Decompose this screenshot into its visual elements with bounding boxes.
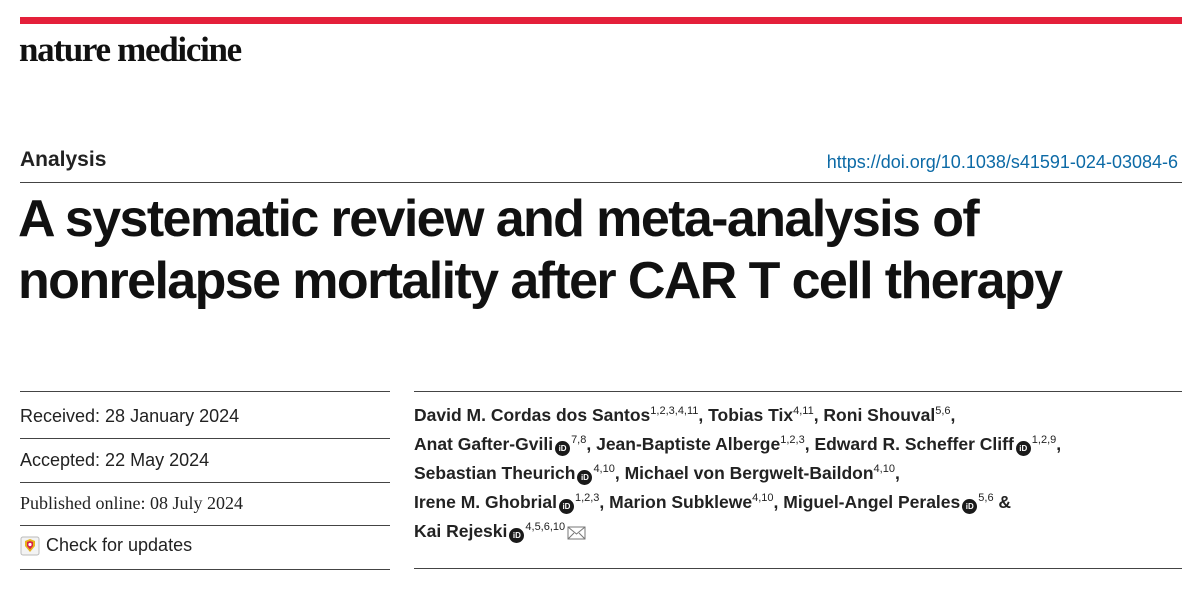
author-separator: & [993, 492, 1012, 512]
author-line: Irene M. Ghobrial iD1,2,3, Marion Subklew… [414, 488, 1194, 517]
author-name[interactable]: David M. Cordas dos Santos [414, 405, 651, 425]
author-name[interactable]: Miguel-Angel Perales [783, 492, 961, 512]
check-updates-icon [20, 536, 40, 555]
author-affiliation[interactable]: 7,8 [571, 434, 587, 446]
orcid-icon[interactable]: iD [962, 499, 978, 514]
author-name[interactable]: Edward R. Scheffer Cliff [814, 434, 1014, 454]
author-separator: , [698, 405, 709, 425]
dates-divider-bottom [20, 569, 390, 570]
author-separator: , [894, 463, 900, 483]
article-title-line-2: nonrelapse mortality after CAR T cell th… [18, 252, 1063, 310]
author-separator: , [586, 434, 597, 454]
author-affiliation[interactable]: 1,2,3 [574, 492, 600, 504]
received-date: Received: 28 January 2024 [20, 406, 240, 426]
author-name[interactable]: Marion Subklewe [609, 492, 753, 512]
article-type: Analysis [20, 148, 107, 171]
author-affiliation[interactable]: 4,10 [873, 463, 895, 475]
check-updates-button[interactable]: Check for updates [20, 535, 192, 556]
authors-divider-top [414, 391, 1182, 392]
author-name[interactable]: Roni Shouval [823, 405, 936, 425]
journal-name[interactable]: nature medicine [19, 30, 242, 69]
orcid-icon[interactable]: iD [509, 528, 525, 543]
author-affiliation[interactable]: 4,11 [793, 405, 814, 417]
orcid-icon[interactable]: iD [1015, 441, 1031, 456]
orcid-icon[interactable]: iD [558, 499, 574, 514]
doi-link[interactable]: https://doi.org/10.1038/s41591-024-03084… [826, 152, 1178, 172]
dates-divider [20, 525, 390, 526]
article-title: A systematic review and meta-analysis of… [18, 188, 1188, 312]
check-updates-label: Check for updates [46, 535, 193, 555]
author-separator: , [614, 463, 625, 483]
orcid-icon[interactable]: iD [577, 470, 593, 485]
author-separator: , [950, 405, 956, 425]
header-divider [20, 182, 1182, 183]
author-affiliation[interactable]: 4,10 [752, 492, 774, 504]
author-name[interactable]: Tobias Tix [708, 405, 794, 425]
author-line: Kai Rejeski iD4,5,6,10 [414, 517, 1194, 546]
author-affiliation[interactable]: 1,2,3,4,11 [650, 405, 699, 417]
author-name[interactable]: Michael von Bergwelt-Baildon [624, 463, 874, 483]
author-separator: , [804, 434, 815, 454]
dates-divider [20, 482, 390, 483]
authors-divider-bottom [414, 568, 1182, 569]
dates-divider-top [20, 391, 390, 392]
author-list: David M. Cordas dos Santos1,2,3,4,11, To… [414, 401, 1194, 546]
accepted-date: Accepted: 22 May 2024 [20, 450, 210, 470]
author-line: David M. Cordas dos Santos1,2,3,4,11, To… [414, 401, 1194, 430]
author-name[interactable]: Anat Gafter-Gvili [414, 434, 554, 454]
orcid-icon[interactable]: iD [555, 441, 571, 456]
author-name[interactable]: Jean-Baptiste Alberge [596, 434, 781, 454]
author-affiliation[interactable]: 1,2,3 [780, 434, 805, 446]
author-separator: , [813, 405, 824, 425]
author-affiliation[interactable]: 4,10 [593, 463, 615, 475]
author-line: Anat Gafter-Gvili iD7,8, Jean-Baptiste Al… [414, 430, 1194, 459]
author-affiliation[interactable]: 5,6 [978, 492, 994, 504]
author-name[interactable]: Sebastian Theurich [414, 463, 576, 483]
author-line: Sebastian Theurich iD4,10, Michael von Be… [414, 459, 1194, 488]
journal-accent-bar [20, 17, 1182, 24]
author-affiliation[interactable]: 4,5,6,10 [525, 521, 566, 533]
author-separator: , [599, 492, 610, 512]
author-affiliation[interactable]: 5,6 [935, 405, 951, 417]
author-affiliation[interactable]: 1,2,9 [1031, 434, 1057, 446]
author-name[interactable]: Irene M. Ghobrial [414, 492, 557, 512]
author-separator: , [1056, 434, 1062, 454]
author-name[interactable]: Kai Rejeski [414, 521, 508, 541]
envelope-icon[interactable] [567, 526, 586, 540]
dates-divider [20, 438, 390, 439]
published-date: Published online: 08 July 2024 [20, 493, 244, 513]
article-title-line-1: A systematic review and meta-analysis of [18, 190, 980, 248]
author-separator: , [773, 492, 784, 512]
